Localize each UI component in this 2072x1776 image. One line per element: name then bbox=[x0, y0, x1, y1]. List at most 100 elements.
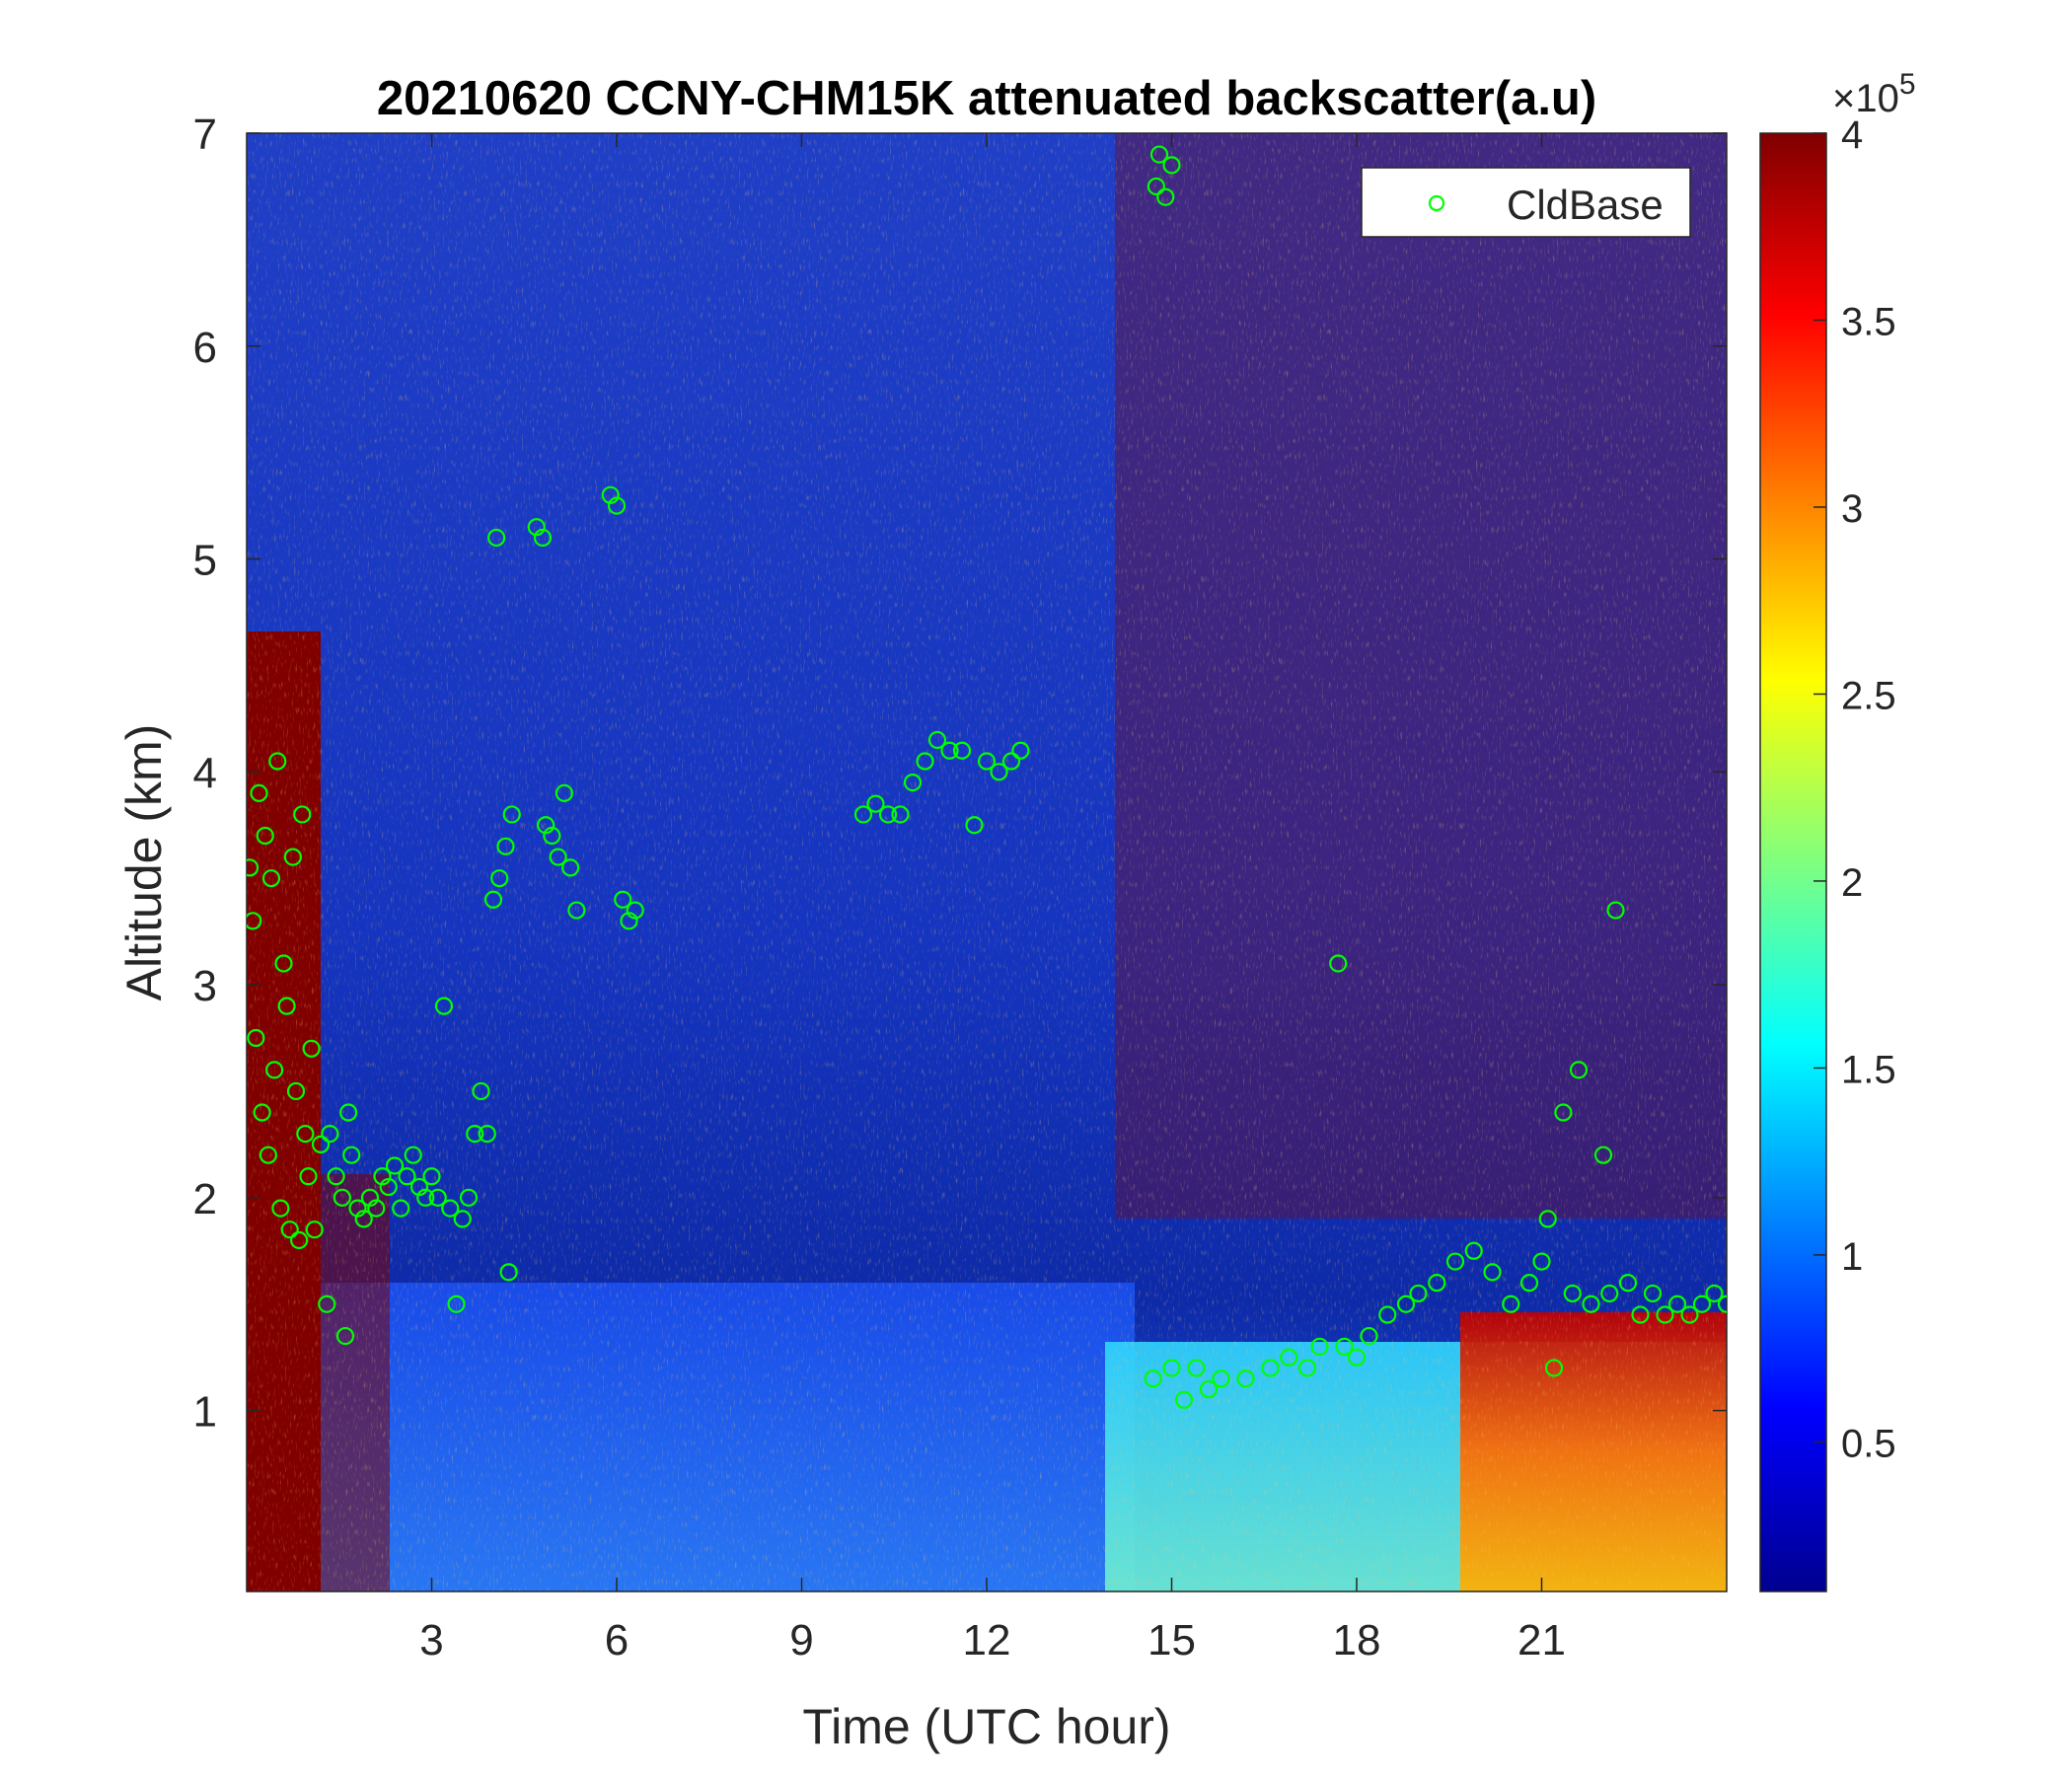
y-tick-label: 7 bbox=[193, 111, 217, 159]
cldbase-point bbox=[472, 1081, 490, 1101]
colorbar-tick-label: 2.5 bbox=[1841, 674, 1896, 717]
cldbase-point bbox=[466, 1125, 484, 1144]
cldbase-point bbox=[903, 773, 923, 792]
cldbase-point bbox=[1001, 752, 1021, 771]
cldbase-point bbox=[327, 1167, 345, 1186]
cldbase-point bbox=[296, 1125, 315, 1144]
colorbar-gradient bbox=[1759, 132, 1827, 1592]
legend-box bbox=[1361, 167, 1691, 238]
cldbase-point bbox=[916, 752, 934, 771]
cldbase-point bbox=[1445, 1252, 1465, 1271]
cldbase-point bbox=[441, 1199, 460, 1218]
cldbase-point bbox=[561, 858, 580, 877]
cldbase-point bbox=[567, 901, 586, 920]
cldbase-point bbox=[601, 485, 620, 504]
cldbase-point bbox=[1538, 1210, 1557, 1228]
cldbase-point bbox=[434, 997, 454, 1015]
colorbar-tick-label: 2 bbox=[1841, 861, 1863, 905]
cldbase-point bbox=[478, 1125, 496, 1144]
cldbase-point bbox=[1656, 1305, 1674, 1324]
x-axis: 3 6 9 12 15 18 21 bbox=[419, 133, 1566, 1665]
cldbase-point bbox=[1396, 1295, 1416, 1313]
y-axis-label: Altitude (km) bbox=[116, 724, 172, 1001]
cldbase-point bbox=[1199, 1379, 1219, 1399]
cldbase-point bbox=[490, 869, 509, 888]
y-axis: 1 2 3 4 5 6 7 bbox=[193, 111, 1727, 1437]
cldbase-point bbox=[1532, 1252, 1551, 1271]
cldbase-point bbox=[379, 1177, 398, 1197]
cldbase-point bbox=[247, 858, 259, 877]
colorbar-ticks: 0.5 1 1.5 2 2.5 3 3.5 4 bbox=[1813, 113, 1896, 1465]
cldbase-point bbox=[1569, 1061, 1589, 1079]
x-tick-label: 15 bbox=[1147, 1616, 1196, 1665]
cldbase-point bbox=[1347, 1348, 1367, 1367]
cldbase-point bbox=[1483, 1263, 1502, 1282]
x-tick-label: 3 bbox=[419, 1616, 443, 1665]
colorbar-multiplier-exponent: 5 bbox=[1899, 68, 1916, 101]
colorbar-multiplier: ×105 bbox=[1832, 68, 1916, 120]
cldbase-point bbox=[853, 805, 873, 824]
cldbase-point bbox=[866, 794, 885, 813]
legend-marker-icon bbox=[1428, 194, 1445, 212]
chart-title: 20210620 CCNY-CHM15K attenuated backscat… bbox=[377, 72, 1596, 125]
cldbase-point bbox=[1631, 1305, 1650, 1324]
cldbase-point bbox=[271, 1199, 290, 1218]
colorbar-multiplier-base: ×10 bbox=[1832, 77, 1899, 120]
cldbase-point bbox=[398, 1167, 416, 1186]
y-tick-label: 4 bbox=[193, 749, 217, 797]
x-axis-label: Time (UTC hour) bbox=[802, 1699, 1170, 1754]
cldbase-point bbox=[1618, 1274, 1638, 1293]
cldbase-point bbox=[1680, 1305, 1699, 1324]
cldbase-point bbox=[1011, 741, 1030, 760]
cldbase-point bbox=[1187, 1359, 1206, 1377]
x-tick-label: 6 bbox=[605, 1616, 629, 1665]
cldbase-point bbox=[280, 1221, 299, 1239]
cldbase-point bbox=[1563, 1284, 1582, 1303]
cldbase-point bbox=[543, 826, 561, 846]
cldbase-point bbox=[965, 816, 984, 835]
colorbar-tick-label: 1.5 bbox=[1841, 1048, 1896, 1091]
cldbase-point bbox=[1428, 1274, 1446, 1293]
colorbar-tick-label: 3 bbox=[1841, 487, 1863, 531]
cldbase-point bbox=[1261, 1359, 1280, 1377]
cldbase-point bbox=[1335, 1337, 1354, 1356]
cldbase-point bbox=[1582, 1295, 1600, 1313]
cldbase-point bbox=[256, 826, 274, 846]
cldbase-point bbox=[367, 1199, 386, 1218]
cldbase-point bbox=[1329, 954, 1348, 973]
cldbase-point bbox=[990, 763, 1008, 781]
cldbase-point bbox=[1360, 1326, 1378, 1346]
backscatter-heatmap bbox=[247, 133, 1727, 1591]
cldbase-point bbox=[302, 1039, 321, 1058]
cldbase-point bbox=[1409, 1284, 1428, 1303]
cldbase-point bbox=[1502, 1295, 1520, 1313]
colorbar-tick-label: 1 bbox=[1841, 1235, 1863, 1279]
cldbase-point bbox=[459, 1188, 479, 1207]
cldbase-point bbox=[290, 1230, 309, 1250]
cldbase-point bbox=[283, 848, 302, 866]
cldbase-point bbox=[1236, 1369, 1255, 1388]
cldbase-point bbox=[483, 890, 503, 909]
cldbase-point bbox=[416, 1188, 435, 1207]
cldbase-point bbox=[428, 1188, 447, 1207]
x-tick-label: 12 bbox=[963, 1616, 1011, 1665]
cldbase-point bbox=[533, 528, 553, 548]
cldbase-point bbox=[891, 805, 910, 824]
y-tick-label: 3 bbox=[193, 962, 217, 1010]
y-tick-label: 6 bbox=[193, 324, 217, 372]
cldbase-point bbox=[354, 1210, 373, 1228]
x-tick-label: 21 bbox=[1517, 1616, 1566, 1665]
y-tick-label: 5 bbox=[193, 537, 217, 585]
cldbase-point bbox=[318, 1295, 336, 1313]
x-tick-label: 9 bbox=[789, 1616, 813, 1665]
cldbase-point bbox=[333, 1188, 351, 1207]
cldbase-point bbox=[268, 752, 287, 771]
cldbase-point bbox=[339, 1103, 358, 1122]
cldbase-point bbox=[453, 1210, 472, 1228]
cldbase-point bbox=[1606, 901, 1625, 920]
cldbase-point bbox=[607, 496, 627, 515]
cldbase-point bbox=[247, 1028, 265, 1048]
cldbase-point bbox=[1162, 1359, 1181, 1377]
cldbase-point bbox=[614, 890, 632, 909]
